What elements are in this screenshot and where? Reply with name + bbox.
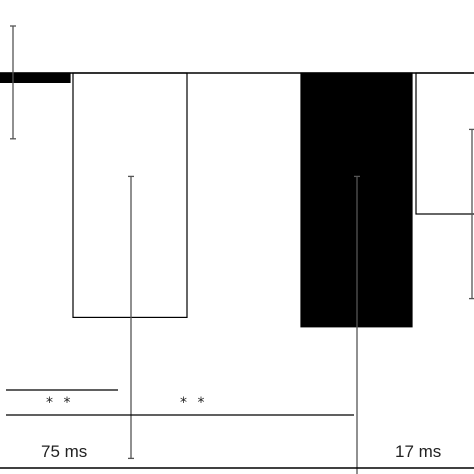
error-bars-layer — [10, 25, 474, 474]
group-label-75ms: 75 ms — [41, 442, 87, 461]
error-bar-75ms-white — [128, 175, 134, 460]
error-bar-17ms-black — [354, 175, 360, 474]
significance-label-2: * * — [180, 395, 207, 411]
error-bar-17ms-white — [469, 128, 474, 300]
bar-75ms-white — [72, 72, 188, 318]
error-bar-75ms-black — [10, 25, 16, 140]
bars-layer — [0, 72, 474, 328]
significance-label-1: * * — [46, 395, 73, 411]
bar-75ms-black — [0, 72, 71, 83]
bar-17ms-white — [415, 72, 474, 215]
group-label-17ms: 17 ms — [395, 442, 441, 461]
